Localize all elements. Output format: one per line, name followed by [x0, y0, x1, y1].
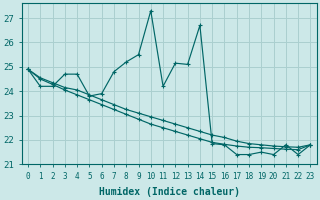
- X-axis label: Humidex (Indice chaleur): Humidex (Indice chaleur): [99, 186, 240, 197]
